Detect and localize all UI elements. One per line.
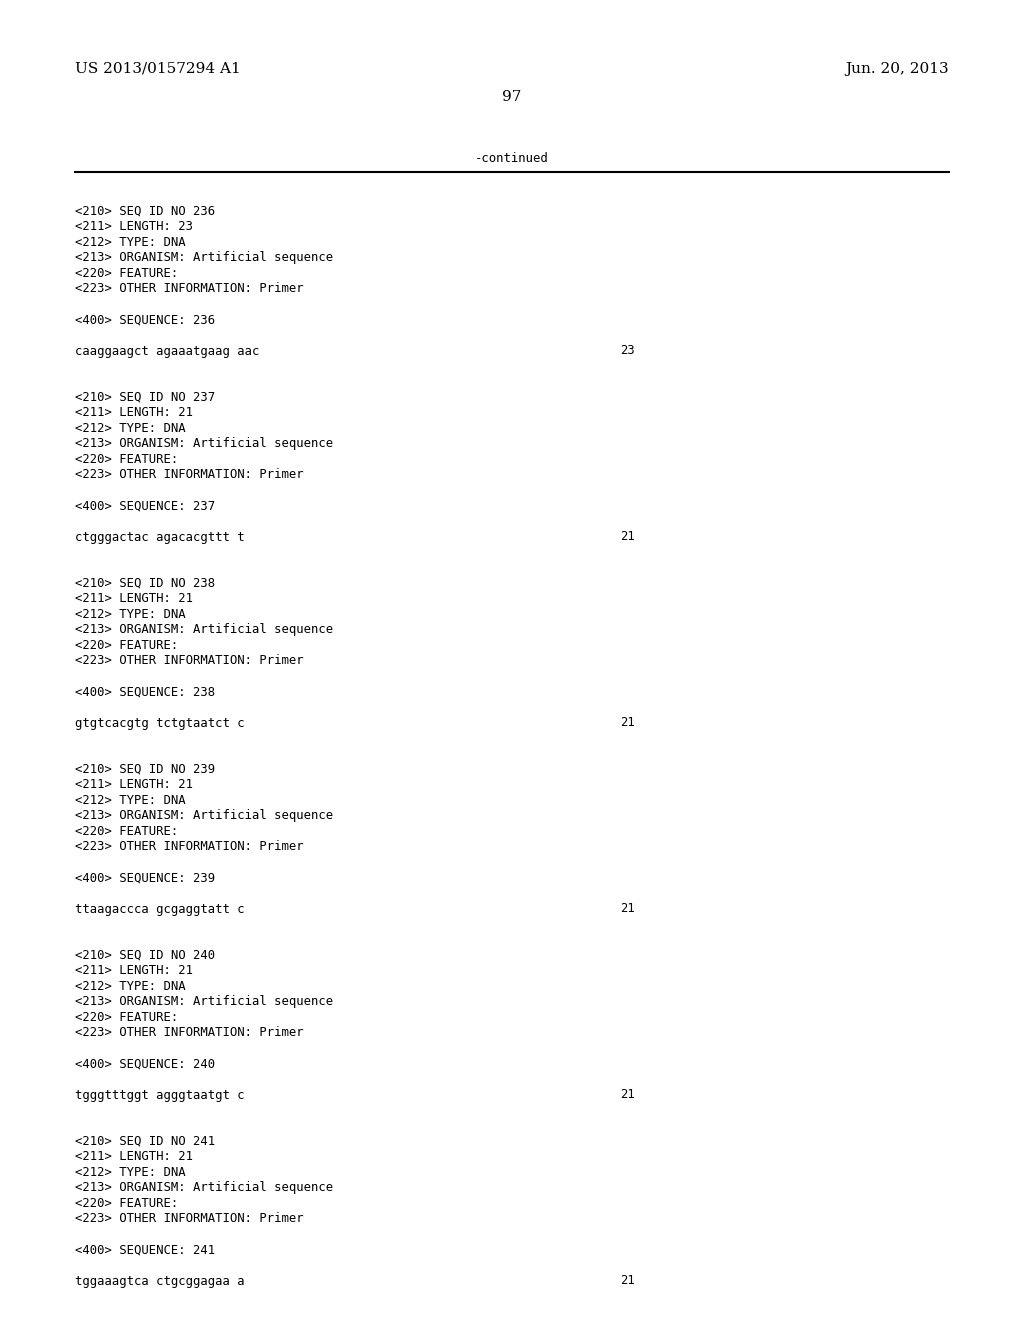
Text: <211> LENGTH: 23: <211> LENGTH: 23 xyxy=(75,220,193,234)
Text: 21: 21 xyxy=(620,717,635,730)
Text: US 2013/0157294 A1: US 2013/0157294 A1 xyxy=(75,62,241,77)
Text: <220> FEATURE:: <220> FEATURE: xyxy=(75,639,178,652)
Text: <220> FEATURE:: <220> FEATURE: xyxy=(75,453,178,466)
Text: <210> SEQ ID NO 238: <210> SEQ ID NO 238 xyxy=(75,577,215,590)
Text: 97: 97 xyxy=(503,90,521,104)
Text: 21: 21 xyxy=(620,1275,635,1287)
Text: <220> FEATURE:: <220> FEATURE: xyxy=(75,1197,178,1210)
Text: gtgtcacgtg tctgtaatct c: gtgtcacgtg tctgtaatct c xyxy=(75,717,245,730)
Text: <212> TYPE: DNA: <212> TYPE: DNA xyxy=(75,1166,185,1179)
Text: <213> ORGANISM: Artificial sequence: <213> ORGANISM: Artificial sequence xyxy=(75,809,333,822)
Text: <223> OTHER INFORMATION: Primer: <223> OTHER INFORMATION: Primer xyxy=(75,1027,304,1040)
Text: <223> OTHER INFORMATION: Primer: <223> OTHER INFORMATION: Primer xyxy=(75,1213,304,1225)
Text: <212> TYPE: DNA: <212> TYPE: DNA xyxy=(75,609,185,620)
Text: <400> SEQUENCE: 241: <400> SEQUENCE: 241 xyxy=(75,1243,215,1257)
Text: tggaaagtca ctgcggagaa a: tggaaagtca ctgcggagaa a xyxy=(75,1275,245,1287)
Text: <213> ORGANISM: Artificial sequence: <213> ORGANISM: Artificial sequence xyxy=(75,995,333,1008)
Text: tgggtttggt agggtaatgt c: tgggtttggt agggtaatgt c xyxy=(75,1089,245,1101)
Text: <400> SEQUENCE: 238: <400> SEQUENCE: 238 xyxy=(75,685,215,698)
Text: 21: 21 xyxy=(620,1089,635,1101)
Text: <211> LENGTH: 21: <211> LENGTH: 21 xyxy=(75,779,193,792)
Text: <213> ORGANISM: Artificial sequence: <213> ORGANISM: Artificial sequence xyxy=(75,252,333,264)
Text: <223> OTHER INFORMATION: Primer: <223> OTHER INFORMATION: Primer xyxy=(75,469,304,482)
Text: <210> SEQ ID NO 240: <210> SEQ ID NO 240 xyxy=(75,949,215,962)
Text: 23: 23 xyxy=(620,345,635,358)
Text: <210> SEQ ID NO 236: <210> SEQ ID NO 236 xyxy=(75,205,215,218)
Text: ttaagaccca gcgaggtatt c: ttaagaccca gcgaggtatt c xyxy=(75,903,245,916)
Text: <223> OTHER INFORMATION: Primer: <223> OTHER INFORMATION: Primer xyxy=(75,841,304,854)
Text: ctgggactac agacacgttt t: ctgggactac agacacgttt t xyxy=(75,531,245,544)
Text: <210> SEQ ID NO 239: <210> SEQ ID NO 239 xyxy=(75,763,215,776)
Text: <211> LENGTH: 21: <211> LENGTH: 21 xyxy=(75,593,193,606)
Text: <220> FEATURE:: <220> FEATURE: xyxy=(75,267,178,280)
Text: <210> SEQ ID NO 237: <210> SEQ ID NO 237 xyxy=(75,391,215,404)
Text: 21: 21 xyxy=(620,531,635,544)
Text: <400> SEQUENCE: 237: <400> SEQUENCE: 237 xyxy=(75,499,215,512)
Text: -continued: -continued xyxy=(475,152,549,165)
Text: Jun. 20, 2013: Jun. 20, 2013 xyxy=(846,62,949,77)
Text: <220> FEATURE:: <220> FEATURE: xyxy=(75,825,178,838)
Text: <400> SEQUENCE: 240: <400> SEQUENCE: 240 xyxy=(75,1057,215,1071)
Text: 21: 21 xyxy=(620,903,635,916)
Text: <212> TYPE: DNA: <212> TYPE: DNA xyxy=(75,422,185,436)
Text: <210> SEQ ID NO 241: <210> SEQ ID NO 241 xyxy=(75,1135,215,1148)
Text: <211> LENGTH: 21: <211> LENGTH: 21 xyxy=(75,1151,193,1163)
Text: <211> LENGTH: 21: <211> LENGTH: 21 xyxy=(75,965,193,978)
Text: <213> ORGANISM: Artificial sequence: <213> ORGANISM: Artificial sequence xyxy=(75,1181,333,1195)
Text: caaggaagct agaaatgaag aac: caaggaagct agaaatgaag aac xyxy=(75,345,259,358)
Text: <223> OTHER INFORMATION: Primer: <223> OTHER INFORMATION: Primer xyxy=(75,655,304,668)
Text: <400> SEQUENCE: 236: <400> SEQUENCE: 236 xyxy=(75,314,215,326)
Text: <212> TYPE: DNA: <212> TYPE: DNA xyxy=(75,979,185,993)
Text: <211> LENGTH: 21: <211> LENGTH: 21 xyxy=(75,407,193,420)
Text: <212> TYPE: DNA: <212> TYPE: DNA xyxy=(75,795,185,807)
Text: <220> FEATURE:: <220> FEATURE: xyxy=(75,1011,178,1024)
Text: <213> ORGANISM: Artificial sequence: <213> ORGANISM: Artificial sequence xyxy=(75,623,333,636)
Text: <400> SEQUENCE: 239: <400> SEQUENCE: 239 xyxy=(75,871,215,884)
Text: <213> ORGANISM: Artificial sequence: <213> ORGANISM: Artificial sequence xyxy=(75,437,333,450)
Text: <223> OTHER INFORMATION: Primer: <223> OTHER INFORMATION: Primer xyxy=(75,282,304,296)
Text: <212> TYPE: DNA: <212> TYPE: DNA xyxy=(75,236,185,249)
